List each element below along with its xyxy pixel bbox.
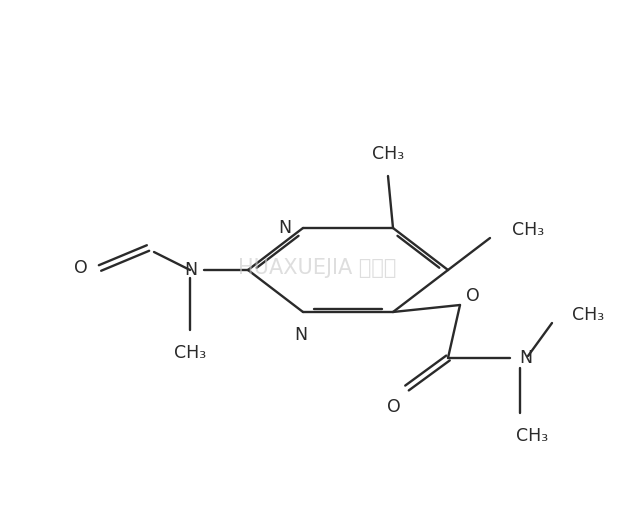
Text: CH₃: CH₃ xyxy=(372,145,404,163)
Text: N: N xyxy=(294,326,307,344)
Text: CH₃: CH₃ xyxy=(516,427,548,445)
Text: CH₃: CH₃ xyxy=(572,306,604,324)
Text: O: O xyxy=(466,287,480,305)
Text: N: N xyxy=(184,261,197,279)
Text: CH₃: CH₃ xyxy=(174,344,206,362)
Text: N: N xyxy=(519,349,532,367)
Text: O: O xyxy=(387,398,401,416)
Text: CH₃: CH₃ xyxy=(512,221,544,239)
Text: HUAXUEJIA 化学加: HUAXUEJIA 化学加 xyxy=(238,258,396,278)
Text: O: O xyxy=(74,259,88,277)
Text: N: N xyxy=(278,219,291,237)
